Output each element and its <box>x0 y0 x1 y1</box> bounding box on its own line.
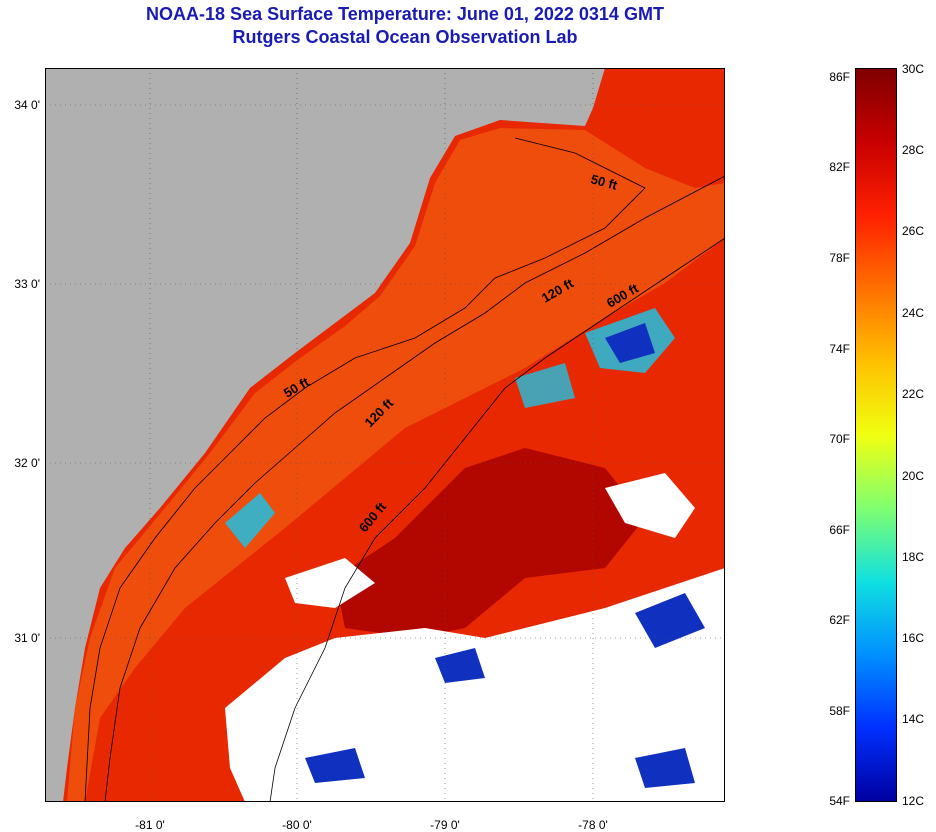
lon-label-81: -81 0' <box>135 818 165 832</box>
colorbar-label-f: 78F <box>829 251 850 265</box>
cold-water-patch <box>635 593 705 648</box>
lon-label-79: -79 0' <box>430 818 460 832</box>
lon-label-80: -80 0' <box>282 818 312 832</box>
colorbar-label-c: 28C <box>902 143 925 157</box>
colorbar-label-c: 12C <box>902 794 925 808</box>
cloud-patch <box>605 473 695 538</box>
cold-water-patch <box>305 748 365 783</box>
cold-water-patch <box>635 748 695 788</box>
colorbar-label-f: 58F <box>829 704 850 718</box>
lon-label-78: -78 0' <box>578 818 608 832</box>
colorbar-label-c: 16C <box>902 631 925 645</box>
lat-label-33: 33 0' <box>14 277 40 291</box>
colorbar-label-f: 74F <box>829 342 850 356</box>
lat-label-32: 32 0' <box>14 456 40 470</box>
gulf-stream-hot-core <box>335 448 645 638</box>
colorbar-label-c: 26C <box>902 224 925 238</box>
cold-water-patch <box>435 648 485 683</box>
map-title: NOAA-18 Sea Surface Temperature: June 01… <box>146 4 664 24</box>
isobath-label-50ft: 50 ft <box>589 171 619 193</box>
colorbar-label-f: 86F <box>829 70 850 84</box>
colorbar-label-f: 66F <box>829 523 850 537</box>
lat-label-31: 31 0' <box>14 631 40 645</box>
cool-water-patch <box>225 493 275 548</box>
temperature-colorbar <box>855 68 897 802</box>
shelf-water <box>67 128 725 802</box>
cloud-cover <box>225 568 725 802</box>
map-frame <box>45 68 725 802</box>
colorbar-label-f: 62F <box>829 613 850 627</box>
map-subtitle: Rutgers Coastal Ocean Observation Lab <box>232 27 578 47</box>
cool-water-patch <box>515 363 575 408</box>
colorbar-label-f: 54F <box>829 794 850 808</box>
sst-map: 50 ft 120 ft 600 ft 50 ft 120 ft 600 ft <box>45 68 725 802</box>
colorbar-label-c: 24C <box>902 306 925 320</box>
colorbar-label-c: 14C <box>902 712 925 726</box>
land <box>45 68 605 802</box>
colorbar-label-c: 18C <box>902 550 925 564</box>
isobath-50ft <box>84 137 646 802</box>
isobath-120ft <box>104 175 725 802</box>
colorbar-label-f: 70F <box>829 432 850 446</box>
colorbar-label-f: 82F <box>829 160 850 174</box>
colorbar-label-c: 20C <box>902 469 925 483</box>
cold-water-patch <box>605 323 655 363</box>
isobath-600ft <box>269 237 725 802</box>
cloud-patch <box>285 558 375 608</box>
graticule <box>45 68 725 802</box>
sst-map-svg: 50 ft 120 ft 600 ft 50 ft 120 ft 600 ft <box>45 68 725 802</box>
colorbar-label-c: 22C <box>902 387 925 401</box>
colorbar-label-c: 30C <box>902 62 925 76</box>
lat-label-34: 34 0' <box>14 98 40 112</box>
